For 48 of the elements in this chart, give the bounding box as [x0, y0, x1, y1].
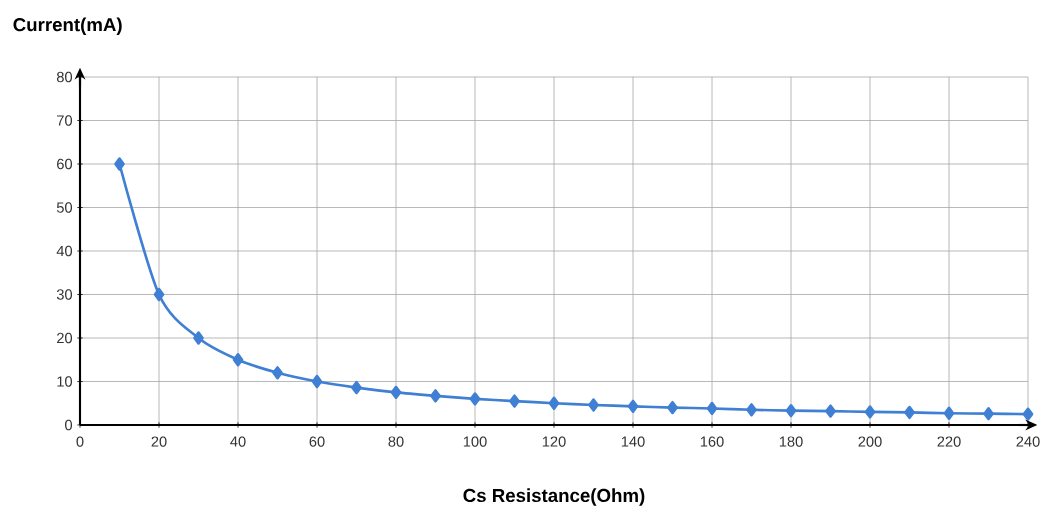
- point: [983, 407, 994, 421]
- point: [904, 405, 915, 420]
- x-tick-label: 180: [779, 436, 803, 447]
- point: [864, 405, 876, 419]
- y-tick-label: 60: [57, 158, 73, 170]
- x-tick-label: 120: [542, 436, 566, 447]
- y-axis-title: Current(mA): [13, 17, 122, 35]
- x-tick-label: 80: [388, 436, 404, 447]
- point: [785, 403, 797, 418]
- y-tick-label: 70: [57, 115, 73, 126]
- x-tick-label: 100: [463, 436, 487, 447]
- x-tick-label: 220: [937, 436, 961, 447]
- x-tick-label: 0: [76, 436, 84, 447]
- point: [706, 401, 718, 416]
- point: [825, 404, 836, 418]
- x-tick-label: 160: [700, 436, 724, 447]
- point: [430, 389, 441, 403]
- point: [746, 403, 757, 417]
- point: [627, 399, 639, 413]
- x-axis-title: Cs Resistance(Ohm): [463, 488, 645, 506]
- y-tick-label: 20: [57, 332, 73, 344]
- point: [311, 374, 323, 389]
- point: [509, 394, 520, 408]
- point: [351, 380, 362, 395]
- point: [943, 406, 955, 420]
- y-tick-label: 30: [56, 289, 73, 300]
- y-tick-label: 0: [65, 419, 73, 431]
- x-tick-label: 140: [621, 436, 645, 447]
- y-tick-label: 10: [57, 376, 73, 387]
- x-tick-label: 200: [858, 436, 882, 447]
- point: [1022, 407, 1034, 421]
- point: [272, 366, 283, 380]
- point: [548, 396, 560, 410]
- point: [193, 331, 204, 345]
- point: [390, 385, 402, 400]
- x-tick-label: 60: [309, 436, 325, 447]
- y-tick-label: 40: [56, 245, 73, 257]
- x-tick-label: 240: [1016, 436, 1040, 447]
- point: [469, 392, 481, 406]
- x-tick-label: 20: [151, 436, 167, 447]
- x-tick-label: 40: [230, 436, 246, 447]
- point: [153, 287, 165, 302]
- point: [667, 400, 678, 415]
- y-tick-label: 50: [56, 202, 73, 213]
- point: [588, 398, 599, 412]
- point: [114, 157, 125, 171]
- y-tick-label: 80: [56, 71, 73, 83]
- point: [232, 353, 244, 367]
